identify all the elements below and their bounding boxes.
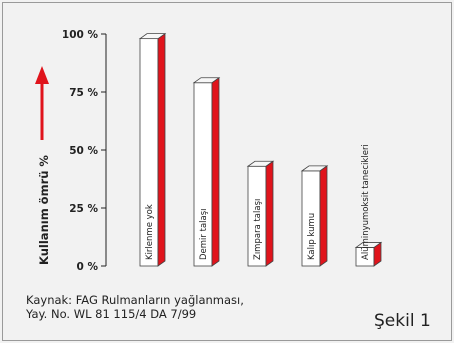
bar-3 [300, 165, 329, 267]
bar-1 [192, 76, 221, 267]
bar-4 [354, 241, 383, 267]
y-tick-label-2: 50 % [69, 145, 98, 157]
bar-2-side [265, 160, 274, 267]
figure-frame [2, 2, 452, 341]
bar-1-side [211, 76, 220, 267]
bar-0-side [157, 32, 166, 267]
up-arrow-head [35, 66, 49, 84]
bar-4-top [354, 242, 383, 248]
bar-2-label: Zımpara talaşı [253, 199, 263, 260]
y-tick-label-0: 0 % [77, 261, 99, 273]
source-line-1: Kaynak: FAG Rulmanların yağlanması, [26, 293, 244, 307]
y-axis-title: Kullanım ömrü % [37, 155, 51, 265]
bar-2-top [246, 160, 275, 167]
bar-1-label: Demir talaşı [199, 208, 209, 260]
bar-3-label: Kalıp kumu [307, 213, 317, 260]
bar-4-label: Alüminyumoksit tanecikleri [361, 144, 371, 260]
y-tick-label-4: 100 % [62, 29, 99, 41]
bar-3-side [319, 165, 328, 267]
bar-0 [138, 32, 167, 267]
bar-0-top [138, 33, 167, 40]
bar-3-top [300, 165, 329, 172]
bar-2 [246, 160, 275, 267]
figure-label: Şekil 1 [374, 311, 431, 331]
bar-chart: 0 % 25 % 50 % 75 % 100 % Kullanım ömrü % Kirle… [35, 29, 383, 273]
y-tick-label-3: 75 % [69, 87, 98, 99]
bar-0-label: Kirlenme yok [145, 204, 155, 260]
y-tick-label-1: 25 % [69, 203, 98, 215]
source-line-2: Yay. No. WL 81 115/4 DA 7/99 [26, 307, 197, 321]
bar-1-top [192, 77, 221, 84]
